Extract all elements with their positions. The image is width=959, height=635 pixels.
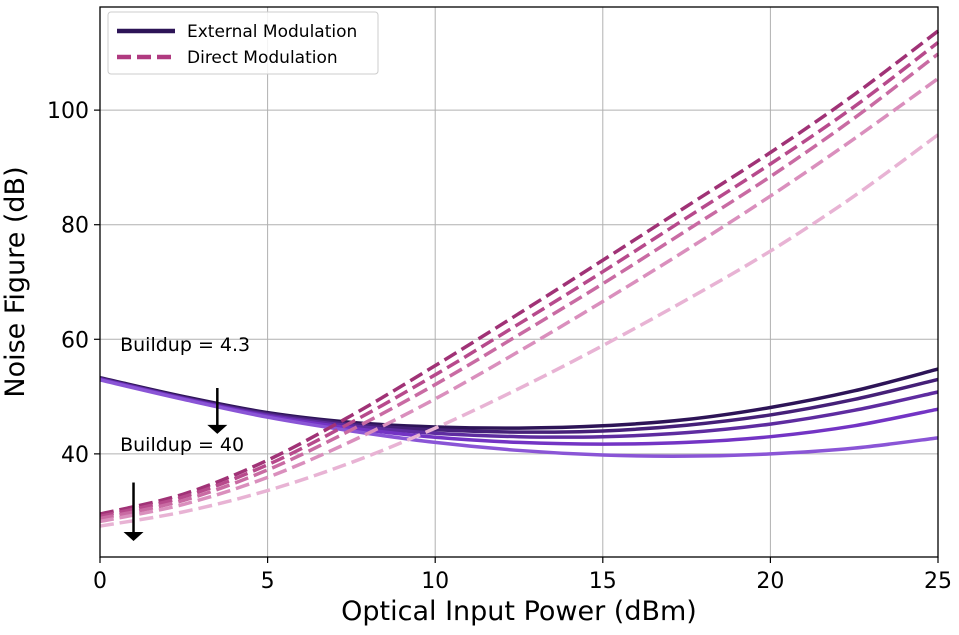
arrow-head [123,531,144,541]
x-tick-label: 15 [589,569,617,594]
x-axis-label: Optical Input Power (dBm) [341,596,697,627]
grid [99,7,939,557]
y-tick-label: 40 [61,443,89,468]
y-tick-label: 60 [61,328,89,353]
legend-box [107,11,379,75]
buildup-annotation: Buildup = 4.3 [120,334,250,356]
external-modulation-line [99,378,939,458]
legend-label-direct: Direct Modulation [187,48,338,68]
annotations: Buildup = 4.3 Buildup = 40 [120,334,250,541]
x-tick-label: 25 [924,569,952,594]
buildup-annotation: Buildup = 40 [120,434,244,456]
plot-frame [99,6,939,558]
direct-modulation-line [99,29,940,516]
x-tick-label: 10 [421,569,449,594]
direct-modulation-line [99,77,940,524]
series-lines [99,29,940,528]
external-modulation-line [99,376,939,434]
direct-modulation-line [99,133,940,528]
y-tick-label: 80 [61,214,89,239]
x-tick-label: 0 [93,569,107,594]
arrow-head [207,424,228,434]
x-tick-label: 5 [261,569,275,594]
legend: External Modulation Direct Modulation [107,11,379,75]
axis-ticks: 0 5 10 15 20 25 40 60 80 100 [47,99,952,594]
direct-modulation-line [99,52,940,521]
y-axis-label: Noise Figure (dB) [0,166,31,397]
legend-label-external: External Modulation [187,22,357,42]
y-tick-label: 100 [47,99,89,124]
direct-modulation-line [99,41,940,519]
x-tick-label: 20 [756,569,784,594]
